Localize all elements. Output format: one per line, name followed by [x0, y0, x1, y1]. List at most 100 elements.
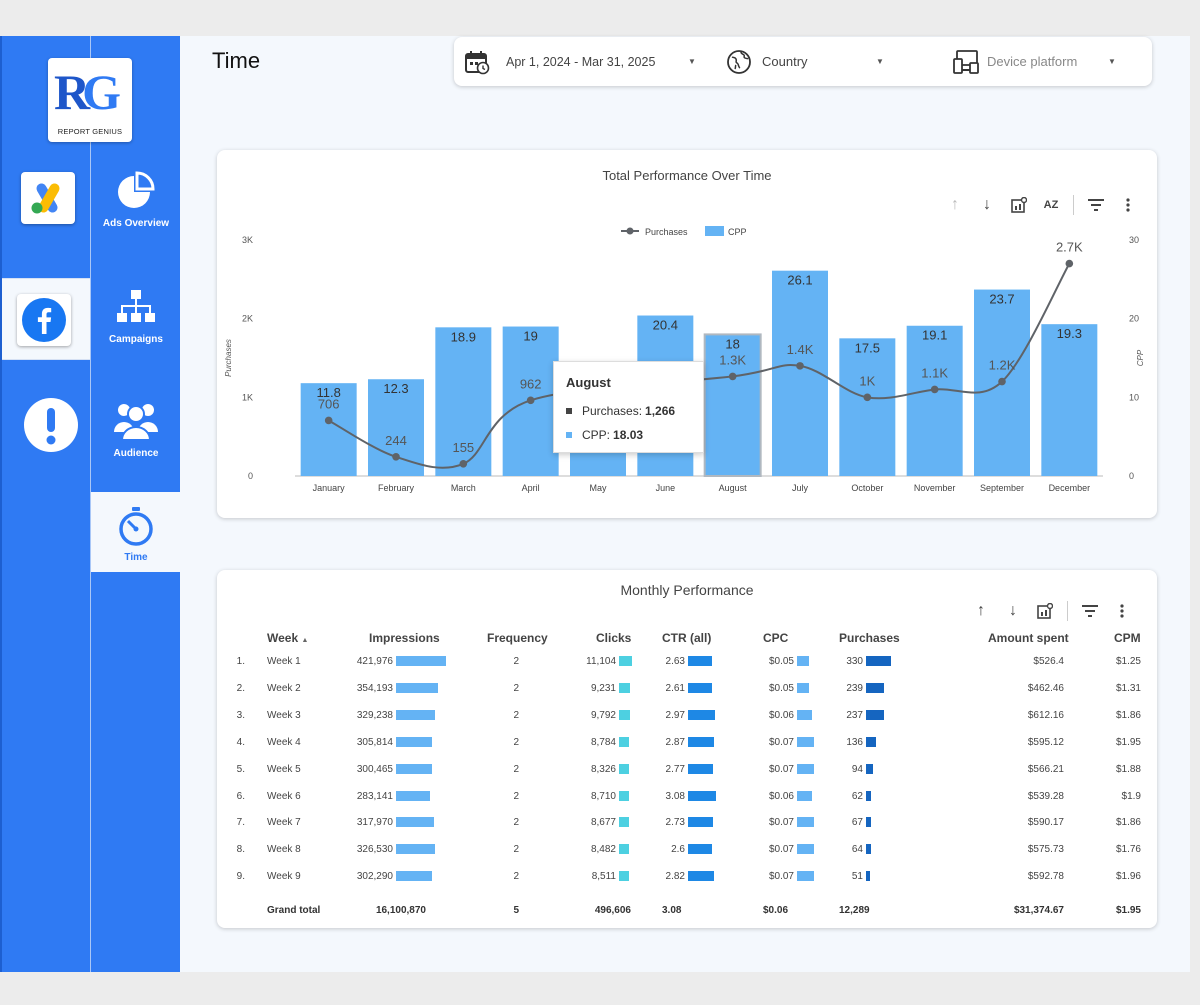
table-row[interactable]: 6. Week 6 283,141 2 8,710 3.08 $0.06 62 $539.28 $… — [217, 783, 1157, 810]
cell-week: Week 7 — [267, 817, 301, 829]
inline-bar — [797, 790, 812, 801]
inline-bar — [866, 844, 871, 855]
cpp-bar — [435, 327, 492, 476]
cell-purchases: 64 — [851, 844, 863, 856]
inline-bar — [619, 871, 629, 882]
y-left-axis-label: Purchases — [224, 339, 233, 377]
nav-campaigns[interactable]: Campaigns — [91, 288, 181, 378]
column-header-cpc[interactable]: CPC — [763, 631, 789, 645]
column-header-purchases[interactable]: Purchases — [839, 631, 900, 645]
sort-descending-icon[interactable]: ↓ — [983, 196, 991, 213]
cell-frequency: 2 — [513, 871, 519, 883]
sort-arrow-icon: ▲ — [301, 637, 309, 644]
x-tick-label: June — [656, 483, 676, 493]
cell-week: Week 4 — [267, 736, 301, 748]
nav-time[interactable]: Time — [91, 492, 181, 572]
audience-icon — [114, 404, 158, 441]
column-header-amount-spent[interactable]: Amount spent — [988, 631, 1069, 645]
inline-bar — [688, 763, 713, 774]
sort-ascending-icon[interactable]: ↑ — [977, 602, 985, 619]
cell-impressions: 326,530 — [356, 844, 393, 856]
inline-bar — [688, 871, 714, 882]
inline-bar — [396, 709, 435, 720]
sort-az-icon[interactable]: AZ — [1043, 199, 1059, 211]
purchases-line — [328, 263, 1071, 469]
table-row[interactable]: 5. Week 5 300,465 2 8,326 2.77 $0.07 94 $566.21 $… — [217, 756, 1157, 783]
purchases-data-label: 962 — [520, 376, 542, 391]
nav-label: Campaigns — [109, 334, 163, 345]
tooltip-purchases-label: Purchases: — [582, 404, 643, 418]
table-row[interactable]: 2. Week 2 354,193 2 9,231 2.61 $0.05 239 $462.46… — [217, 675, 1157, 702]
inline-bar — [866, 817, 871, 828]
cell-purchases: 237 — [846, 709, 863, 721]
cell-amount-spent: $592.78 — [1027, 871, 1064, 883]
column-header-frequency[interactable]: Frequency — [487, 631, 548, 645]
table-row[interactable]: 1. Week 1 421,976 2 11,104 2.63 $0.05 330 $526.4… — [217, 648, 1157, 675]
row-number: 8. — [236, 844, 245, 856]
cell-impressions: 305,814 — [356, 736, 393, 748]
cell-frequency: 2 — [513, 682, 519, 694]
cpp-bar — [1041, 324, 1098, 476]
drill-down-icon[interactable] — [1029, 601, 1061, 621]
inline-bar — [866, 736, 876, 747]
drill-down-icon[interactable] — [1003, 195, 1035, 215]
google-ads-icon[interactable] — [21, 172, 75, 224]
date-range-filter[interactable]: Apr 1, 2024 - Mar 31, 2025 ▼ — [464, 37, 714, 86]
more-options-icon[interactable] — [1106, 601, 1138, 621]
total-impressions: 16,100,870 — [375, 905, 426, 916]
column-header-week[interactable]: Week ▲ — [267, 631, 309, 645]
country-filter[interactable]: Country ▼ — [726, 37, 896, 86]
cpp-data-label: 19.3 — [1057, 326, 1082, 341]
cell-week: Week 2 — [267, 682, 301, 694]
nav-ads-overview[interactable]: Ads Overview — [91, 170, 181, 260]
inline-bar — [866, 871, 870, 882]
column-header-ctr[interactable]: CTR (all) — [662, 631, 712, 645]
column-header-cpm[interactable]: CPM — [1114, 631, 1141, 645]
cell-amount-spent: $539.28 — [1027, 790, 1064, 802]
sort-ascending-icon[interactable]: ↑ — [951, 196, 959, 213]
cell-week: Week 9 — [267, 871, 301, 883]
table-row[interactable]: 9. Week 9 302,290 2 8,511 2.82 $0.07 51 $592.78 $… — [217, 863, 1157, 890]
cell-clicks: 8,326 — [590, 763, 616, 775]
date-range-value: Apr 1, 2024 - Mar 31, 2025 — [506, 54, 656, 69]
nav-label: Time — [124, 552, 148, 563]
y-left-tick-label: 1K — [242, 392, 253, 402]
sort-descending-icon[interactable]: ↓ — [1009, 602, 1017, 619]
cell-clicks: 8,482 — [590, 844, 616, 856]
inline-bar — [619, 656, 632, 666]
column-header-clicks[interactable]: Clicks — [596, 631, 632, 645]
nav-audience[interactable]: Audience — [91, 398, 181, 488]
more-options-icon[interactable] — [1112, 195, 1144, 215]
filter-icon[interactable] — [1074, 601, 1106, 621]
cell-ctr: 2.63 — [665, 656, 685, 667]
inline-bar — [688, 736, 714, 747]
cell-impressions: 354,193 — [356, 682, 393, 694]
cell-purchases: 239 — [846, 682, 863, 694]
alert-icon[interactable] — [24, 398, 78, 457]
inline-bar — [396, 736, 432, 747]
device-platform-filter[interactable]: Device platform ▼ — [952, 37, 1142, 86]
facebook-icon[interactable] — [17, 294, 71, 346]
combo-chart[interactable]: 0 1K 2K 3K 0 10 20 30 Purchases CPP Purchases CPP 11… — [217, 150, 1157, 518]
x-tick-label: April — [522, 483, 540, 493]
table-row[interactable]: 3. Week 3 329,238 2 9,792 2.97 $0.06 237 $612.16… — [217, 702, 1157, 729]
inline-bar — [619, 709, 630, 720]
row-number: 5. — [236, 763, 245, 775]
inline-bar — [866, 682, 884, 693]
y-right-tick-label: 10 — [1129, 392, 1139, 402]
cell-cpm: $1.9 — [1121, 790, 1141, 802]
inline-bar — [396, 817, 434, 828]
column-header-impressions[interactable]: Impressions — [369, 631, 440, 645]
purchases-data-label: 244 — [385, 433, 407, 448]
table-row[interactable]: 7. Week 7 317,970 2 8,677 2.73 $0.07 67 $590.17 $… — [217, 809, 1157, 836]
filter-icon[interactable] — [1080, 195, 1112, 215]
inline-bar — [619, 817, 629, 828]
table-row[interactable]: 4. Week 4 305,814 2 8,784 2.87 $0.07 136 $595.12… — [217, 729, 1157, 756]
purchases-data-label: 1.1K — [921, 365, 948, 380]
cell-ctr: 2.97 — [665, 709, 685, 721]
inline-bar — [396, 763, 432, 774]
cell-amount-spent: $566.21 — [1027, 763, 1064, 775]
table-row[interactable]: 8. Week 8 326,530 2 8,482 2.6 $0.07 64 $575.73 $1… — [217, 836, 1157, 863]
pie-chart-icon — [118, 171, 155, 208]
cpp-data-label: 19 — [523, 329, 537, 344]
